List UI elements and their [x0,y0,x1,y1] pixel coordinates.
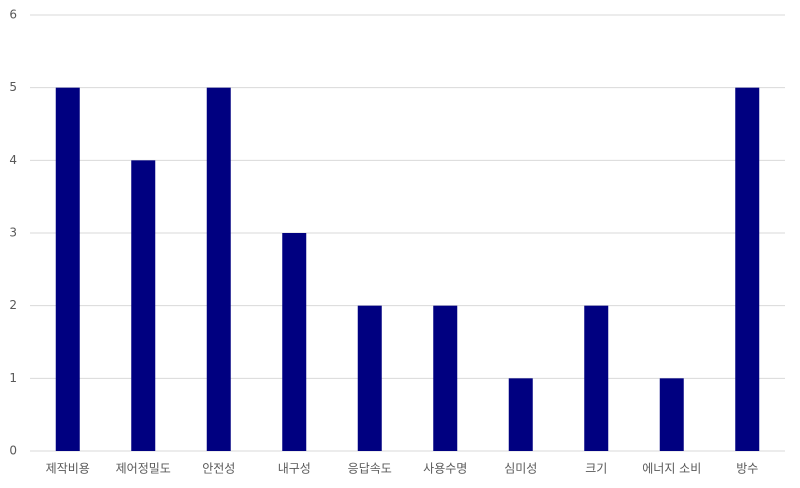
bar [206,87,231,452]
bar [508,378,533,451]
bar [131,160,156,452]
y-tick-label: 1 [9,371,17,385]
y-tick-label: 5 [9,80,17,94]
y-tick-label: 6 [9,8,17,22]
x-tick-label: 제작비용 [46,462,90,476]
y-tick-label: 0 [9,444,17,458]
bar [584,305,609,451]
bar [282,233,307,451]
x-tick-label: 심미성 [504,462,537,476]
x-tick-label: 방수 [736,462,758,476]
y-tick-label: 3 [9,226,17,240]
bar [55,87,80,452]
bar [357,305,382,451]
y-tick-label: 4 [9,153,17,167]
x-tick-label: 크기 [585,462,607,476]
x-tick-label: 에너지 소비 [642,462,701,476]
bar [433,305,458,451]
x-tick-label: 응답속도 [348,462,392,476]
bar [659,378,684,451]
x-tick-label: 안전성 [202,462,235,476]
x-tick-label: 제어정밀도 [116,462,171,476]
bar [735,87,760,452]
x-tick-label: 내구성 [278,462,311,476]
x-tick-label: 사용수명 [423,462,467,476]
y-tick-label: 2 [9,298,17,312]
